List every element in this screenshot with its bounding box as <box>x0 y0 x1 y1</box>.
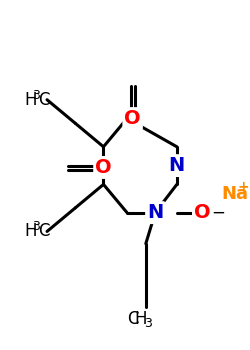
Text: −: − <box>212 204 226 222</box>
Text: H: H <box>24 91 37 109</box>
Text: N: N <box>169 156 185 175</box>
Text: Na: Na <box>221 185 248 203</box>
Text: 3: 3 <box>144 317 152 330</box>
Text: H: H <box>24 223 37 240</box>
Text: O: O <box>194 203 210 222</box>
Text: C: C <box>127 310 138 328</box>
Text: C: C <box>38 91 49 109</box>
Text: 3: 3 <box>32 89 40 101</box>
Text: 3: 3 <box>32 220 40 233</box>
Text: N: N <box>147 203 163 222</box>
Text: O: O <box>124 109 141 128</box>
Text: C: C <box>38 223 49 240</box>
Text: O: O <box>95 158 112 177</box>
Text: +: + <box>238 180 250 194</box>
Text: H: H <box>134 310 147 328</box>
